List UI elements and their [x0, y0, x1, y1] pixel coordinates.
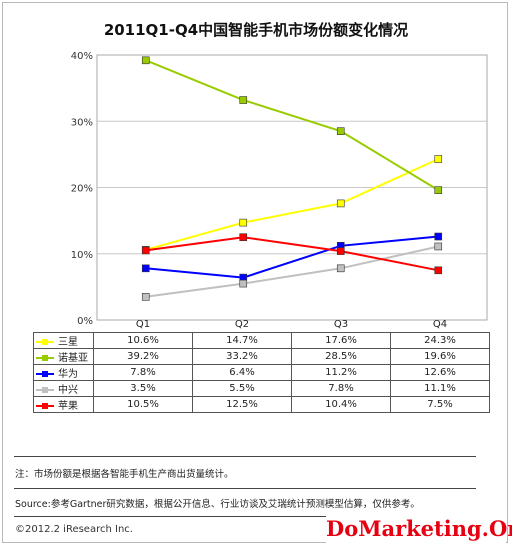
legend-marker: [36, 354, 54, 362]
legend-label: 中兴: [58, 385, 78, 396]
table-row: 华为 7.8% 6.4% 11.2% 12.6%: [33, 364, 490, 381]
divider-line-bottom: [14, 516, 476, 517]
legend-cell-zte: 中兴: [33, 380, 94, 397]
table-row: 三星 10.6% 14.7% 17.6% 24.3%: [33, 332, 490, 349]
series-line-zte: [145, 245, 439, 298]
divider-line-top: [14, 456, 476, 457]
value-cell: 7.8%: [291, 380, 391, 397]
value-cell: 39.2%: [93, 348, 193, 365]
series-line-apple: [145, 236, 439, 272]
table-row: 中兴 3.5% 5.5% 7.8% 11.1%: [33, 380, 490, 397]
line-chart: 0%10%20%30%40%: [71, 51, 488, 327]
legend-label: 三星: [58, 337, 78, 348]
value-cell: 14.7%: [192, 332, 292, 349]
legend-marker: [36, 370, 54, 378]
series-line-nokia: [145, 59, 439, 191]
table-corner-cell: [33, 317, 94, 333]
legend-marker: [36, 402, 54, 410]
category-q4: Q4: [390, 317, 490, 333]
y-tick-label: 40%: [71, 51, 93, 62]
value-cell: 7.5%: [390, 396, 490, 413]
value-cell: 11.2%: [291, 364, 391, 381]
series-markers: [141, 56, 443, 301]
data-point-huawei: [434, 232, 443, 241]
copyright-text: ©2012.2 iResearch Inc.: [15, 524, 133, 535]
data-point-nokia: [239, 96, 248, 104]
value-cell: 6.4%: [192, 364, 292, 381]
chart-title: 2011Q1-Q4中国智能手机市场份额变化情况: [103, 21, 409, 39]
series-lines: [145, 59, 439, 298]
table-row: 诺基亚 39.2% 33.2% 28.5% 19.6%: [33, 348, 490, 365]
value-cell: 5.5%: [192, 380, 292, 397]
y-tick-label: 30%: [71, 117, 93, 128]
legend-marker: [36, 386, 54, 394]
value-cell: 24.3%: [390, 332, 490, 349]
watermark-logo: DoMarketing.Org: [326, 514, 512, 544]
value-cell: 11.1%: [390, 380, 490, 397]
legend-label: 苹果: [58, 401, 78, 412]
data-point-samsung: [239, 218, 248, 227]
data-point-zte: [141, 293, 150, 301]
value-cell: 33.2%: [192, 348, 292, 365]
divider-line-middle: [14, 488, 476, 489]
data-point-zte: [434, 242, 443, 251]
category-q3: Q3: [291, 317, 391, 333]
category-q2: Q2: [192, 317, 292, 333]
y-tick-label: 20%: [71, 184, 93, 195]
value-cell: 12.6%: [390, 364, 490, 381]
value-cell: 19.6%: [390, 348, 490, 365]
data-point-nokia: [336, 127, 345, 135]
data-point-nokia: [434, 186, 443, 194]
table-header-row: Q1 Q2 Q3 Q4: [33, 317, 490, 333]
legend-cell-nokia: 诺基亚: [33, 348, 94, 365]
table-row: 苹果 10.5% 12.5% 10.4% 7.5%: [33, 396, 490, 413]
value-cell: 10.6%: [93, 332, 193, 349]
value-cell: 28.5%: [291, 348, 391, 365]
data-point-zte: [336, 264, 345, 273]
legend-label: 诺基亚: [58, 353, 88, 364]
y-tick-label: 10%: [71, 250, 93, 261]
data-point-samsung: [434, 155, 443, 163]
value-cell: 10.4%: [291, 396, 391, 413]
category-q1: Q1: [93, 317, 193, 333]
data-point-apple: [434, 266, 443, 275]
data-point-apple: [141, 246, 150, 255]
value-cell: 7.8%: [93, 364, 193, 381]
value-cell: 3.5%: [93, 380, 193, 397]
value-cell: 12.5%: [192, 396, 292, 413]
legend-cell-apple: 苹果: [33, 396, 94, 413]
data-point-nokia: [141, 56, 150, 65]
data-point-apple: [336, 247, 345, 255]
data-point-zte: [239, 279, 248, 288]
grid-lines: [96, 54, 488, 321]
chart-frame: [2, 2, 508, 543]
data-table: Q1 Q2 Q3 Q4 三星 10.6% 14.7% 17.6% 24.3% 诺基亚 39.…: [33, 317, 490, 413]
data-point-samsung: [336, 199, 345, 208]
data-point-apple: [239, 233, 248, 241]
legend-cell-huawei: 华为: [33, 364, 94, 381]
value-cell: 10.5%: [93, 396, 193, 413]
legend-label: 华为: [58, 369, 78, 380]
series-line-huawei: [145, 235, 439, 279]
y-axis-ticks: 0%10%20%30%40%: [71, 51, 93, 327]
source-text: Source:参考Gartner研究数据，根据公开信息、行业访谈及艾瑞统计预测模…: [15, 499, 420, 510]
value-cell: 17.6%: [291, 332, 391, 349]
legend-marker: [36, 338, 54, 346]
series-line-samsung: [145, 158, 439, 251]
legend-cell-samsung: 三星: [33, 332, 94, 349]
data-point-huawei: [141, 264, 150, 273]
footnote: 注：市场份额是根据各智能手机生产商出货量统计。: [15, 469, 234, 480]
